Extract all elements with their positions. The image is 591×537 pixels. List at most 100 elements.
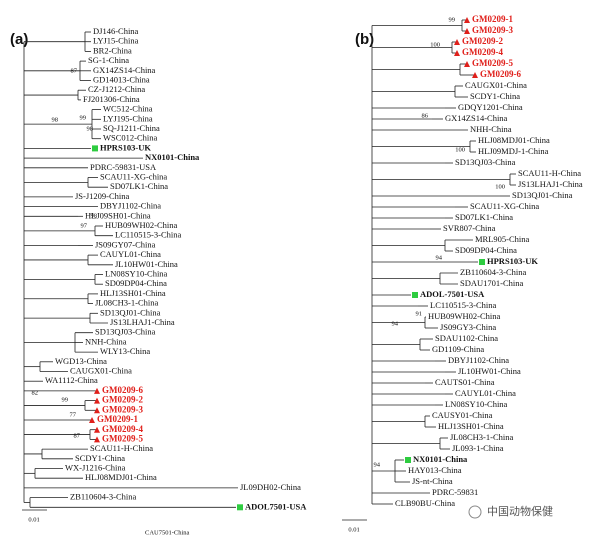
marker <box>237 504 243 511</box>
bootstrap: 94 <box>392 320 399 327</box>
leaf-label: SD09DP04-China <box>105 278 167 288</box>
leaf-label: SD13QJ01-China <box>100 307 161 317</box>
marker <box>405 457 411 463</box>
leaf-label: DJ146-China <box>93 26 139 36</box>
leaf-label: WC512-China <box>103 104 153 114</box>
footer-label: CAU7501-China <box>145 529 190 536</box>
leaf-label: SDAU1701-China <box>460 278 524 288</box>
leaf-label: GM0209-1 <box>472 14 513 24</box>
leaf-label: SD13QJ03-China <box>455 157 516 167</box>
bootstrap: 94 <box>374 461 381 468</box>
marker <box>92 145 98 152</box>
leaf-label: CAUGX01-China <box>70 365 132 375</box>
marker <box>94 436 100 443</box>
leaf-label: JS-nt-China <box>412 476 453 486</box>
leaf-label: GM0209-1 <box>97 414 138 424</box>
leaf-label: GM0209-3 <box>472 25 513 35</box>
bootstrap: 97 <box>81 222 88 229</box>
leaf-label: GM0209-4 <box>102 424 143 434</box>
leaf-label: LC110515-3-China <box>430 300 496 310</box>
bootstrap: 100 <box>430 41 440 48</box>
leaf-label: CAUYL01-China <box>455 388 516 398</box>
bootstrap: 98 <box>52 116 59 123</box>
leaf-label: GDQY1201-China <box>458 102 523 112</box>
leaf-label: CAUSY01-China <box>432 410 493 420</box>
marker <box>454 50 460 56</box>
bootstrap: 99 <box>80 114 87 121</box>
leaf-label: HLJ09SH01-China <box>85 210 151 220</box>
leaf-label: NHH-China <box>470 124 512 134</box>
leaf-label: GM0209-2 <box>102 395 143 405</box>
leaf-label: WGD13-China <box>55 356 107 366</box>
marker <box>454 39 460 45</box>
bootstrap: 98 <box>91 212 98 219</box>
marker <box>94 407 100 414</box>
marker <box>464 17 470 23</box>
leaf-label: SCAU11-H-China <box>90 443 153 453</box>
leaf-label: WA1112-China <box>45 375 98 385</box>
leaf-label: HLJ08MDJ01-China <box>85 472 157 482</box>
marker <box>94 426 100 433</box>
leaf-label: GM0209-3 <box>102 404 143 414</box>
watermark-icon <box>468 505 482 519</box>
bootstrap: 99 <box>62 396 69 403</box>
leaf-label: SCAU11-XG-china <box>100 171 167 181</box>
leaf-label: PDRC-59831 <box>432 487 478 497</box>
marker <box>472 72 478 78</box>
leaf-label: JS09GY07-China <box>95 239 156 249</box>
leaf-label: JL10HW01-China <box>458 366 521 376</box>
leaf-label: WSC012-China <box>103 133 158 143</box>
leaf-label: GM0209-4 <box>462 47 503 57</box>
watermark: 中国动物保健 <box>487 504 553 518</box>
bootstrap: 91 <box>416 310 423 317</box>
leaf-label: JL10HW01-China <box>115 259 178 269</box>
leaf-label: JS09GY3-China <box>440 322 496 332</box>
leaf-label: NNH-China <box>85 336 127 346</box>
leaf-label: SCDY1-China <box>75 453 125 463</box>
leaf-label: GM0209-6 <box>480 69 521 79</box>
leaf-label: NX0101-China <box>413 454 468 464</box>
leaf-label: GM0209-2 <box>462 36 503 46</box>
leaf-label: CZ-J1212-China <box>88 84 145 94</box>
leaf-label: SD13QJ01-China <box>512 190 573 200</box>
bootstrap: 87 <box>74 432 81 439</box>
marker <box>464 61 470 67</box>
leaf-label: CAUYL01-China <box>100 249 161 259</box>
leaf-label: HUB09WH02-China <box>428 311 500 321</box>
leaf-label: LC110515-3-China <box>115 230 181 240</box>
bootstrap: 86 <box>422 112 429 119</box>
leaf-label: JL09DH02-China <box>240 482 301 492</box>
leaf-label: SG-1-China <box>88 55 129 65</box>
leaf-label: HLJ13SH01-China <box>100 288 166 298</box>
leaf-label: HUB09WH02-China <box>105 220 177 230</box>
leaf-label: GD14013-China <box>93 74 150 84</box>
leaf-label: GM0209-6 <box>102 385 143 395</box>
panel-label: (a) <box>10 31 28 48</box>
leaf-label: LYJ195-China <box>103 113 153 123</box>
leaf-label: WX-J1216-China <box>65 462 126 472</box>
leaf-label: SD13QJ03-China <box>95 327 156 337</box>
leaf-label: SDAU1102-China <box>435 333 498 343</box>
leaf-label: SVR807-China <box>443 223 496 233</box>
leaf-label: JS13LHAJ1-China <box>518 179 583 189</box>
leaf-label: SCAU11-XG-China <box>470 201 539 211</box>
bootstrap: 100 <box>495 183 505 190</box>
leaf-label: ZB110604-3-China <box>460 267 526 277</box>
leaf-label: NX0101-China <box>145 152 200 162</box>
marker <box>479 259 485 265</box>
leaf-label: LN08SY10-China <box>105 268 168 278</box>
leaf-label: CAUTS01-China <box>435 377 495 387</box>
bootstrap: 99 <box>449 16 456 23</box>
marker <box>89 417 95 423</box>
leaf-label: HPRS103-UK <box>100 142 151 152</box>
leaf-label: HLJ09MDJ-1-China <box>478 146 549 156</box>
leaf-label: SCDY1-China <box>470 91 520 101</box>
leaf-label: JL093-1-China <box>452 443 504 453</box>
leaf-label: DBYJ1102-China <box>100 201 161 211</box>
leaf-label: PDRC-59831-USA <box>90 162 157 172</box>
panel-label: (b) <box>355 31 374 48</box>
leaf-label: WLY13-China <box>100 346 150 356</box>
leaf-label: HAY013-China <box>408 465 462 475</box>
bootstrap: 87 <box>71 67 78 74</box>
leaf-label: CAUGX01-China <box>465 80 527 90</box>
